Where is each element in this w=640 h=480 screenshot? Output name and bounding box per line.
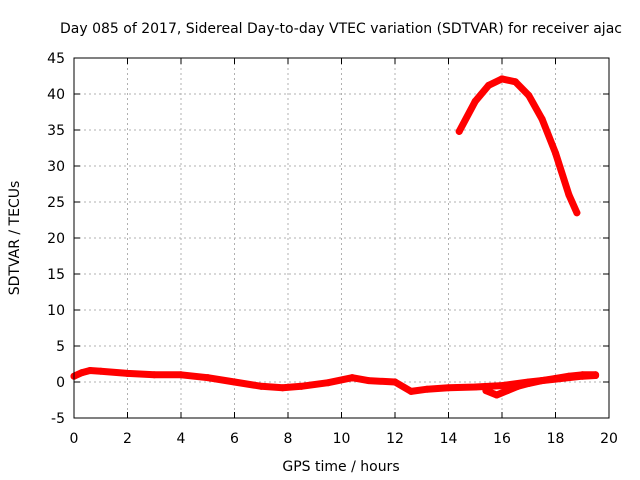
x-axis-label: GPS time / hours	[282, 459, 399, 475]
y-tick-label: 15	[47, 267, 65, 283]
x-tick-label: 4	[177, 431, 186, 447]
x-tick-label: 2	[123, 431, 132, 447]
data-point	[471, 383, 479, 391]
y-tick-label: 35	[47, 123, 65, 139]
data-point	[297, 382, 305, 390]
data-point	[565, 372, 573, 380]
x-tick-label: 18	[547, 431, 565, 447]
series-line-2	[482, 371, 600, 399]
y-tick-label: 25	[47, 195, 65, 211]
data-point	[324, 379, 332, 387]
data-point	[538, 115, 546, 123]
x-tick-label: 8	[284, 431, 293, 447]
data-point	[514, 382, 522, 390]
data-point	[97, 367, 105, 375]
axis-ticks: 0 2 4 6 8 10 12 14 16 18 20 -5 0 5 10 15 20 25 30 35 40 45	[47, 51, 618, 447]
data-point	[525, 379, 533, 387]
data-point	[498, 382, 506, 390]
data-point	[150, 371, 158, 379]
data-point	[592, 371, 600, 379]
x-tick-label: 12	[386, 431, 404, 447]
data-point	[493, 391, 501, 399]
data-point	[445, 384, 452, 392]
x-tick-label: 14	[440, 431, 458, 447]
x-tick-label: 20	[600, 431, 618, 447]
grid	[74, 58, 609, 418]
data-point	[525, 91, 533, 99]
x-tick-label: 10	[333, 431, 351, 447]
y-tick-label: 10	[47, 303, 65, 319]
y-tick-label: 45	[47, 51, 65, 67]
series-layer	[70, 75, 600, 399]
data-point	[498, 75, 506, 83]
data-point	[124, 369, 131, 377]
data-point	[423, 385, 431, 393]
data-point	[538, 377, 546, 385]
x-tick-label: 6	[230, 431, 239, 447]
data-point	[177, 371, 185, 379]
data-point	[231, 378, 238, 386]
y-tick-label: 5	[56, 339, 65, 355]
data-point	[364, 377, 372, 385]
data-point	[204, 374, 212, 382]
y-tick-label: 40	[47, 87, 65, 103]
data-point	[471, 97, 479, 105]
data-point	[86, 366, 94, 374]
data-point	[565, 191, 573, 199]
data-point	[257, 382, 265, 390]
data-point	[348, 374, 356, 382]
data-point	[78, 369, 86, 377]
data-point	[455, 127, 463, 135]
chart-title: Day 085 of 2017, Sidereal Day-to-day VTE…	[60, 21, 622, 37]
y-axis-label: SDTVAR / TECUs	[7, 181, 23, 296]
data-point	[578, 371, 586, 379]
data-point	[552, 374, 559, 382]
y-tick-label: 20	[47, 231, 65, 247]
y-tick-label: 30	[47, 159, 65, 175]
y-tick-label: -5	[51, 411, 65, 427]
data-point	[279, 384, 287, 392]
x-tick-label: 16	[493, 431, 511, 447]
y-tick-label: 0	[56, 375, 65, 391]
data-point	[573, 209, 581, 217]
data-point	[511, 78, 519, 86]
data-point	[407, 387, 415, 395]
data-point	[485, 81, 493, 89]
data-point	[391, 378, 399, 386]
data-point	[482, 387, 490, 395]
x-tick-label: 0	[70, 431, 79, 447]
series-line-3	[455, 75, 581, 217]
data-point	[552, 149, 559, 157]
data-point	[503, 387, 511, 395]
